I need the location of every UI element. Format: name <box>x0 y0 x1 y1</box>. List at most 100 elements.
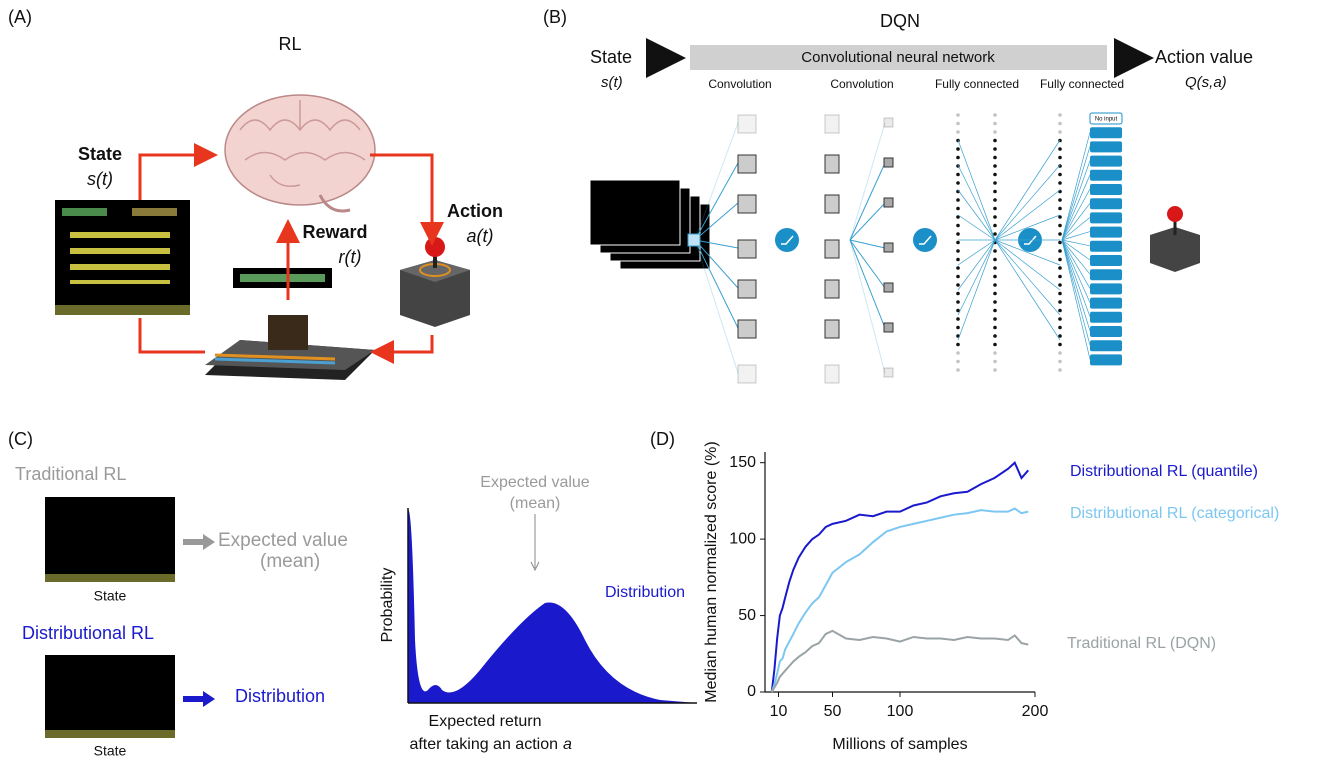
state-label: State <box>590 47 632 67</box>
neuron <box>956 266 960 270</box>
neuron <box>993 258 997 262</box>
neuron <box>956 122 960 126</box>
x-label: after taking an action <box>409 736 558 753</box>
neuron <box>993 317 997 321</box>
neuron <box>1058 258 1062 262</box>
atari-console <box>205 315 375 380</box>
input-frame <box>590 180 680 245</box>
connection <box>850 240 885 373</box>
neuron <box>956 241 960 245</box>
neuron <box>956 351 960 355</box>
game-screen <box>55 200 190 315</box>
series-line <box>772 463 1029 692</box>
panel-label: (A) <box>8 7 32 27</box>
panel-label: (B) <box>543 7 567 27</box>
neuron <box>956 283 960 287</box>
neuron <box>1058 147 1062 151</box>
neuron <box>993 181 997 185</box>
y-tick-label: 100 <box>729 530 756 547</box>
mean: (mean) <box>510 495 561 512</box>
state-label: State <box>94 743 127 759</box>
feature-map <box>884 283 893 292</box>
feature-map <box>884 158 893 167</box>
state-var: s(t) <box>87 169 113 189</box>
action-box <box>1090 156 1122 167</box>
x-tick-label: 10 <box>770 703 788 720</box>
x-tick-label: 200 <box>1022 703 1049 720</box>
connection <box>850 240 885 328</box>
feature-map <box>825 320 839 338</box>
feature-map <box>884 243 893 252</box>
action-box <box>1090 340 1122 351</box>
series-line <box>772 509 1029 692</box>
neuron <box>1058 249 1062 253</box>
ground <box>45 730 175 738</box>
x-label: Millions of samples <box>832 736 967 753</box>
feature-map <box>738 115 756 133</box>
neuron <box>993 292 997 296</box>
activation <box>775 228 799 252</box>
connection <box>1062 240 1090 359</box>
action-box <box>1090 354 1122 365</box>
feature-map <box>825 115 839 133</box>
traditional-label: Traditional RL <box>15 464 126 484</box>
neuron <box>956 326 960 330</box>
neuron <box>993 360 997 364</box>
joystick <box>1150 206 1200 272</box>
series-label: Distributional RL (categorical) <box>1070 505 1279 522</box>
neuron <box>993 300 997 304</box>
x-label: Expected return <box>429 713 542 730</box>
action-label: Action <box>447 201 503 221</box>
feature-map <box>738 320 756 338</box>
neuron <box>1058 334 1062 338</box>
no-input-label: No input <box>1095 117 1118 123</box>
distribution-curve <box>408 510 697 703</box>
connection <box>695 163 738 240</box>
neuron <box>1058 317 1062 321</box>
output-label: Action value <box>1155 47 1253 67</box>
neuron <box>993 122 997 126</box>
neuron <box>956 343 960 347</box>
neuron <box>956 130 960 134</box>
neuron <box>1058 283 1062 287</box>
action-box <box>1090 227 1122 238</box>
x-tick-label: 50 <box>824 703 842 720</box>
layer-label: Fully connected <box>935 77 1019 91</box>
neuron <box>956 207 960 211</box>
neuron <box>993 224 997 228</box>
action-box <box>1090 184 1122 195</box>
neuron <box>993 164 997 168</box>
neuron <box>1058 130 1062 134</box>
mean: (mean) <box>260 551 320 572</box>
layer-label: Convolution <box>830 77 893 91</box>
connection <box>695 240 738 328</box>
connection <box>958 140 995 240</box>
feature-map <box>738 155 756 173</box>
neuron <box>956 181 960 185</box>
neuron <box>956 224 960 228</box>
neuron <box>1058 351 1062 355</box>
neuron <box>956 275 960 279</box>
y-tick-label: 50 <box>738 607 756 624</box>
neuron <box>993 249 997 253</box>
neuron <box>993 351 997 355</box>
feature-map <box>738 240 756 258</box>
action-box <box>1090 269 1122 280</box>
connection <box>1062 132 1090 240</box>
series-label: Distributional RL (quantile) <box>1070 463 1258 480</box>
state-label: State <box>78 144 122 164</box>
neuron <box>993 113 997 117</box>
feature-map <box>884 118 893 127</box>
feature-map <box>738 365 756 383</box>
neuron <box>993 130 997 134</box>
series-line <box>772 631 1029 692</box>
connection <box>1062 189 1090 240</box>
neuron <box>1058 232 1062 236</box>
reward-label: Reward <box>302 222 367 242</box>
state-var: s(t) <box>601 74 623 91</box>
neuron <box>956 258 960 262</box>
feature-map <box>825 155 839 173</box>
neuron <box>956 292 960 296</box>
network-label: Convolutional neural network <box>801 49 995 66</box>
feature-map <box>884 323 893 332</box>
